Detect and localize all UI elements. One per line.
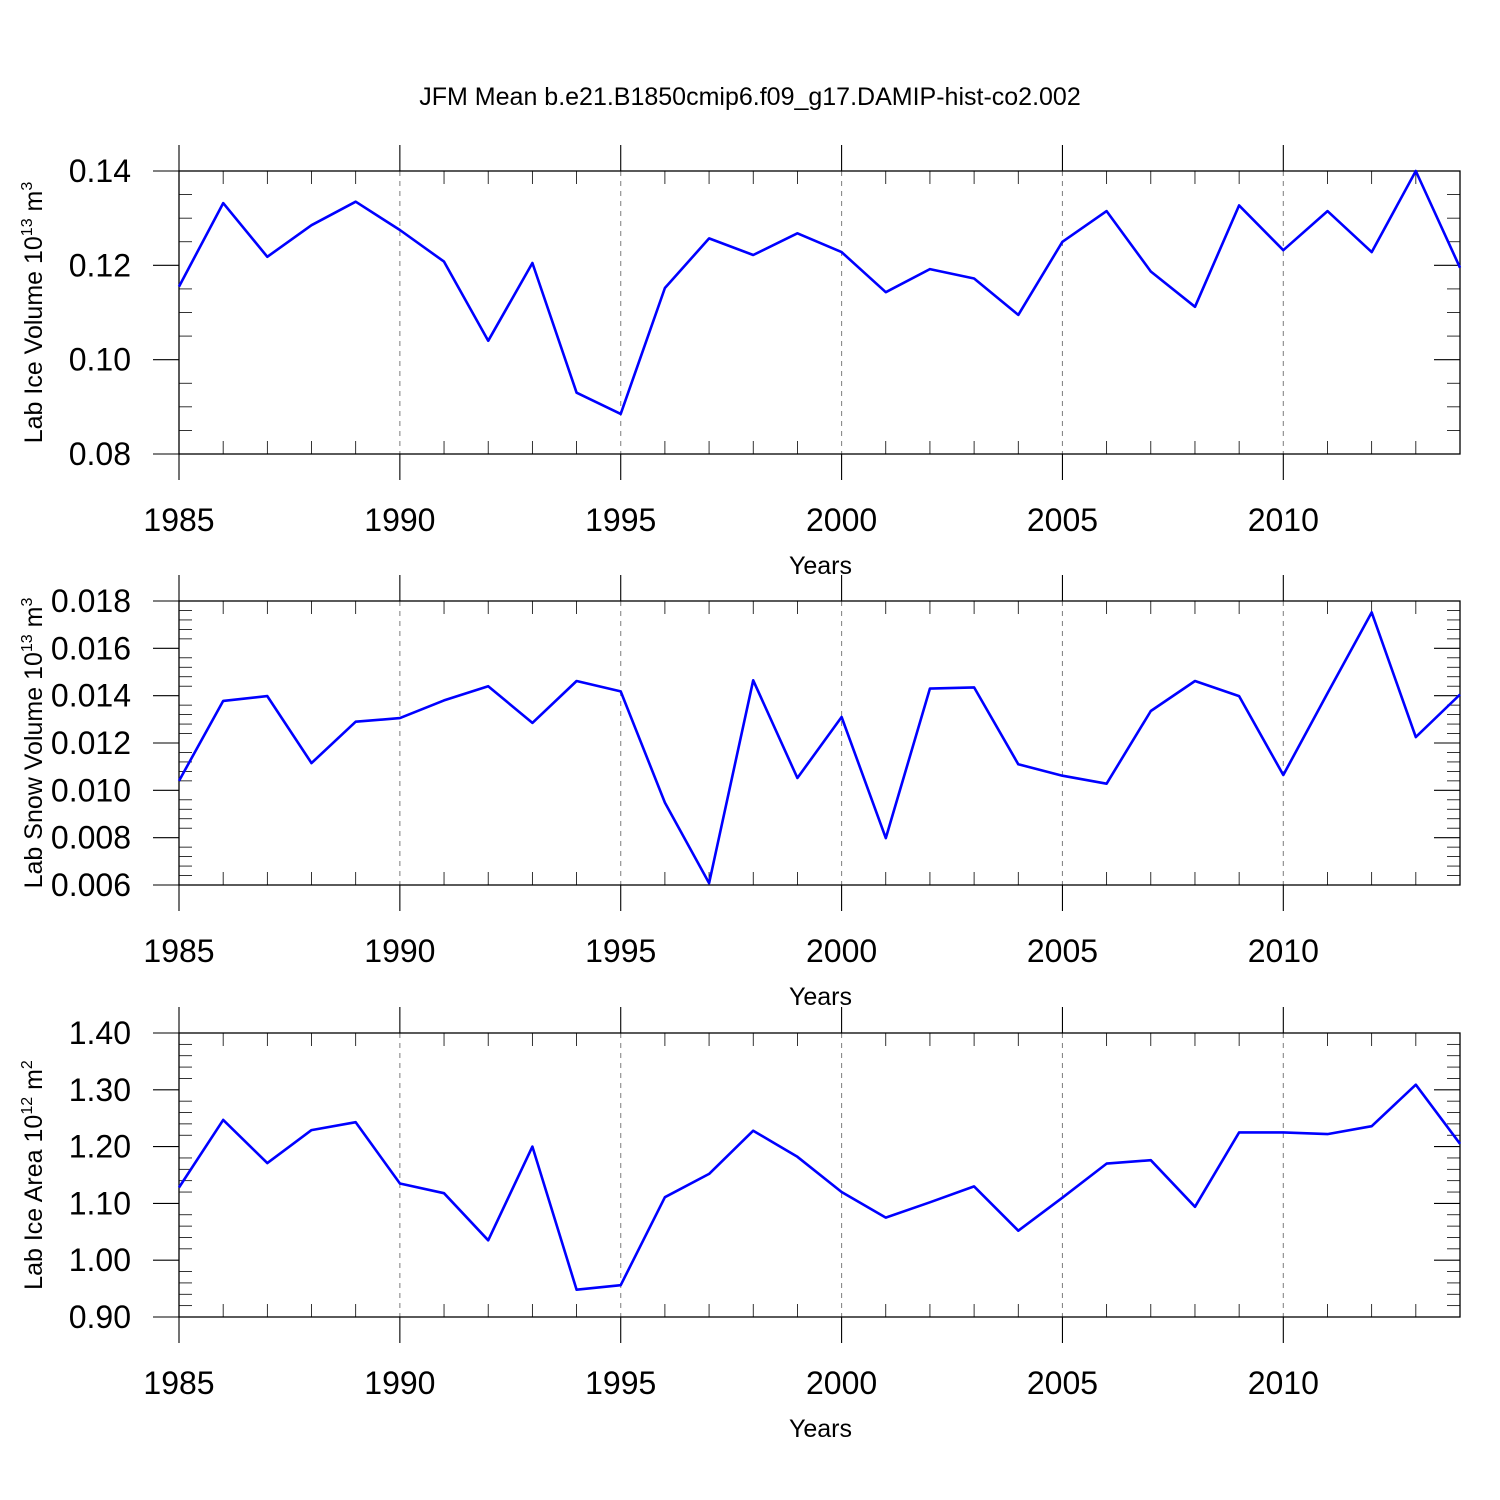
chart-panel-3: 0.90 1.00 1.10 1.20 1.30 1.40 1985 1990 1995 2000…	[19, 1007, 1462, 1443]
figure-title: JFM Mean b.e21.B1850cmip6.f09_g17.DAMIP-…	[419, 83, 1080, 111]
y-tick-label: 0.12	[69, 247, 131, 283]
y-tick-label: 0.14	[69, 153, 131, 189]
y-axis-label-base: Lab Ice Area 10	[20, 1115, 48, 1290]
y-tick-label: 1.00	[69, 1242, 131, 1278]
plot-frame	[178, 1032, 1461, 1318]
x-axis-label: Years	[789, 552, 852, 580]
y-axis-label-base: Lab Ice Volume 10	[20, 236, 48, 443]
y-tick-label: 0.006	[51, 867, 131, 903]
y-axis-label: Lab Ice Volume 1013 m3	[19, 182, 48, 444]
x-tick-label: 2000	[806, 1365, 877, 1401]
y-tick-label: 0.90	[69, 1299, 131, 1335]
x-tick-label: 1995	[585, 502, 656, 538]
series-line	[177, 169, 1462, 416]
y-tick-label: 0.012	[51, 725, 131, 761]
chart-panel-2: 0.006 0.008 0.010 0.012 0.014 0.016 0.018 1985 1…	[19, 575, 1461, 1011]
y-tick-label: 0.008	[51, 820, 131, 856]
x-tick-label: 1985	[143, 502, 214, 538]
x-tick-label: 2010	[1248, 1365, 1319, 1401]
x-tick-label: 2010	[1248, 933, 1319, 969]
x-tick-label: 1990	[364, 502, 435, 538]
x-tick-label: 1995	[585, 1365, 656, 1401]
x-tick-label: 2005	[1027, 933, 1098, 969]
y-tick-label: 0.018	[51, 583, 131, 619]
x-axis-label: Years	[789, 1415, 852, 1443]
panels-container: 0.08 0.10 0.12 0.14 1985 1990 1995 2000 2005 2010…	[19, 145, 1462, 1443]
series-line	[177, 611, 1461, 885]
y-tick-label: 0.08	[69, 436, 131, 472]
y-tick-label: 0.10	[69, 342, 131, 378]
y-axis-label: Lab Snow Volume 1013 m3	[19, 598, 48, 889]
x-tick-label: 1990	[364, 1365, 435, 1401]
chart-panel-1: 0.08 0.10 0.12 0.14 1985 1990 1995 2000 2005 2010…	[19, 145, 1462, 580]
x-tick-label: 1995	[585, 933, 656, 969]
x-tick-label: 2000	[806, 933, 877, 969]
x-tick-label: 2010	[1248, 502, 1319, 538]
y-axis-label-unit-exponent: 2	[19, 1060, 36, 1069]
y-tick-label: 0.016	[51, 630, 131, 666]
y-axis-label-unit: m	[20, 1069, 48, 1097]
y-axis-label-unit: m	[20, 607, 48, 635]
plot-frame	[178, 600, 1461, 886]
y-axis-label-exponent: 13	[19, 218, 36, 236]
x-tick-label: 2005	[1027, 502, 1098, 538]
y-axis-label: Lab Ice Area 1012 m2	[19, 1060, 48, 1290]
y-tick-label: 1.20	[69, 1129, 131, 1165]
x-axis-label: Years	[789, 983, 852, 1011]
y-axis-label-exponent: 12	[19, 1097, 36, 1115]
y-axis-label-unit-exponent: 3	[19, 598, 36, 607]
y-tick-label: 1.30	[69, 1072, 131, 1108]
x-tick-label: 2005	[1027, 1365, 1098, 1401]
x-tick-label: 2000	[806, 502, 877, 538]
series-line	[177, 1083, 1462, 1291]
y-tick-label: 0.014	[51, 678, 131, 714]
y-tick-label: 0.010	[51, 772, 131, 808]
y-axis-label-unit: m	[20, 191, 48, 219]
x-tick-label: 1985	[143, 933, 214, 969]
y-axis-label-base: Lab Snow Volume 10	[20, 652, 48, 888]
x-tick-label: 1990	[364, 933, 435, 969]
y-tick-label: 1.10	[69, 1185, 131, 1221]
y-tick-label: 1.40	[69, 1015, 131, 1051]
y-axis-label-unit-exponent: 3	[19, 182, 36, 191]
x-tick-label: 1985	[143, 1365, 214, 1401]
y-axis-label-exponent: 13	[19, 634, 36, 652]
plot-frame	[178, 170, 1461, 455]
